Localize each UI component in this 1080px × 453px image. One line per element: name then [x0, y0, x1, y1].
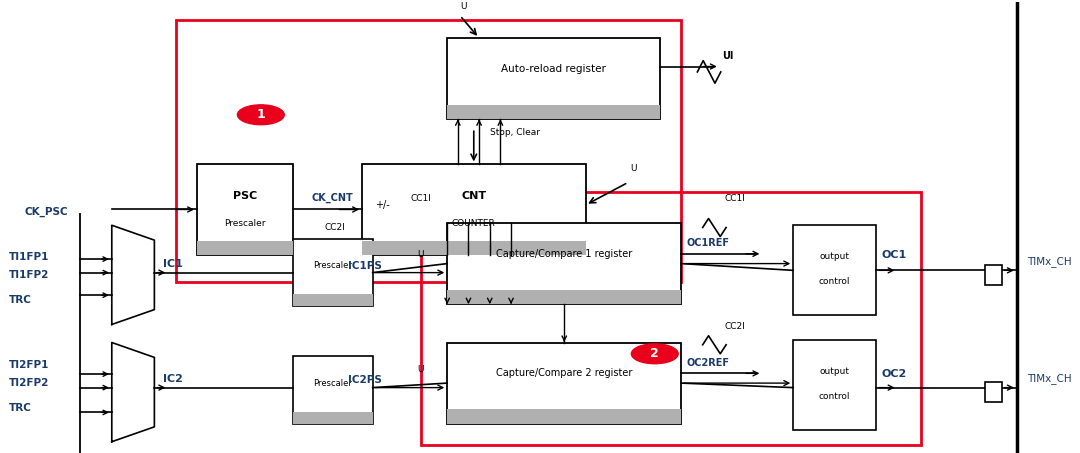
FancyBboxPatch shape: [985, 382, 1002, 402]
Text: Prescaler: Prescaler: [225, 218, 266, 227]
FancyBboxPatch shape: [293, 356, 373, 424]
FancyBboxPatch shape: [447, 409, 681, 424]
Text: U: U: [631, 164, 637, 173]
Text: CC2I: CC2I: [725, 322, 745, 331]
Text: IC1PS: IC1PS: [348, 261, 382, 271]
Text: OC1REF: OC1REF: [687, 238, 730, 248]
Text: Capture/Compare 1 register: Capture/Compare 1 register: [496, 249, 633, 259]
Text: U: U: [417, 250, 423, 259]
Text: output: output: [820, 252, 850, 261]
Text: Stop, Clear: Stop, Clear: [489, 128, 540, 137]
FancyBboxPatch shape: [447, 289, 681, 304]
Text: Auto-reload register: Auto-reload register: [501, 64, 606, 74]
FancyBboxPatch shape: [293, 411, 373, 424]
FancyBboxPatch shape: [447, 342, 681, 424]
Text: TI2FP2: TI2FP2: [9, 378, 49, 388]
Text: TI2FP1: TI2FP1: [9, 360, 49, 370]
Text: control: control: [819, 277, 850, 286]
Text: TI1FP1: TI1FP1: [9, 252, 49, 262]
FancyBboxPatch shape: [985, 265, 1002, 285]
Text: TIMx_CH: TIMx_CH: [1027, 373, 1072, 384]
Text: CNT: CNT: [461, 191, 486, 201]
FancyBboxPatch shape: [447, 223, 681, 304]
FancyBboxPatch shape: [793, 340, 876, 430]
Text: Prescaler: Prescaler: [313, 379, 352, 388]
Circle shape: [632, 344, 678, 364]
FancyBboxPatch shape: [293, 239, 373, 306]
FancyBboxPatch shape: [293, 294, 373, 306]
FancyBboxPatch shape: [362, 241, 585, 255]
Text: IC1: IC1: [163, 259, 183, 269]
FancyBboxPatch shape: [793, 225, 876, 315]
Text: IC2PS: IC2PS: [348, 375, 382, 385]
Text: 1: 1: [256, 108, 266, 121]
Text: TI1FP2: TI1FP2: [9, 270, 49, 280]
FancyBboxPatch shape: [197, 241, 293, 255]
Text: output: output: [820, 367, 850, 376]
Text: PSC: PSC: [233, 191, 257, 201]
FancyBboxPatch shape: [447, 105, 660, 119]
Text: 2: 2: [650, 347, 659, 360]
Text: TIMx_CH: TIMx_CH: [1027, 256, 1072, 267]
Text: IC2: IC2: [163, 374, 183, 384]
Text: U: U: [417, 365, 423, 374]
Text: Prescaler: Prescaler: [313, 261, 352, 270]
Text: OC2REF: OC2REF: [687, 358, 730, 368]
Text: CK_PSC: CK_PSC: [25, 207, 68, 217]
Text: TRC: TRC: [9, 403, 31, 413]
Text: CC1I: CC1I: [410, 194, 431, 202]
Text: CC2I: CC2I: [325, 223, 346, 232]
Text: CC1I: CC1I: [725, 194, 745, 202]
Text: TRC: TRC: [9, 294, 31, 305]
Text: U: U: [460, 2, 467, 11]
Text: COUNTER: COUNTER: [451, 218, 496, 227]
Text: CK_CNT: CK_CNT: [312, 193, 353, 203]
Text: +/-: +/-: [375, 200, 390, 210]
FancyBboxPatch shape: [447, 38, 660, 119]
FancyBboxPatch shape: [197, 164, 293, 255]
Text: UI: UI: [721, 51, 733, 61]
FancyBboxPatch shape: [362, 164, 585, 255]
Text: Capture/Compare 2 register: Capture/Compare 2 register: [496, 368, 633, 378]
Text: OC1: OC1: [881, 250, 907, 260]
Text: OC2: OC2: [881, 369, 907, 379]
Text: control: control: [819, 392, 850, 400]
Circle shape: [238, 105, 284, 125]
